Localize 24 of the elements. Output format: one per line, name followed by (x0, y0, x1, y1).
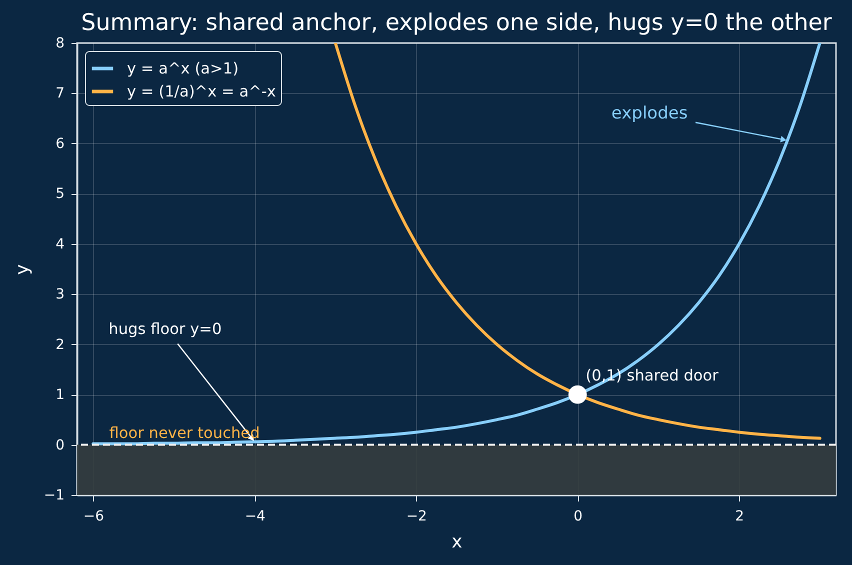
x-axis-title: x (452, 532, 463, 552)
chart-title: Summary: shared anchor, explodes one side, hugs y=0 the other (81, 10, 832, 36)
y-tick-label: 8 (56, 36, 64, 52)
y-tick-label: −1 (44, 488, 64, 504)
line-series (92, 43, 822, 446)
y-tick-label: 2 (56, 336, 64, 353)
y-tick-label: 3 (56, 286, 64, 303)
x-tick-label: −2 (406, 508, 427, 524)
y-tick-label: 5 (56, 186, 64, 202)
annotation: hugs floor y=0 (108, 320, 222, 338)
annotation: explodes (611, 103, 688, 124)
y-tick-label: 1 (56, 387, 64, 404)
y-axis-title: y (12, 264, 33, 275)
x-tick-label: −6 (83, 508, 104, 524)
x-tick-label: −4 (244, 508, 266, 524)
legend-label: y = (1/a)^x = a^-x (127, 82, 276, 100)
x-tick-label: 0 (574, 508, 583, 524)
y-tick-label: 0 (56, 437, 64, 454)
y-tick-label: 7 (56, 86, 64, 102)
y-tick-label: 4 (56, 236, 65, 252)
y-tick-label: 6 (56, 136, 65, 152)
legend-label: y = a^x (a>1) (127, 60, 239, 78)
line-series (334, 43, 822, 440)
x-tick-label: 2 (735, 508, 744, 524)
